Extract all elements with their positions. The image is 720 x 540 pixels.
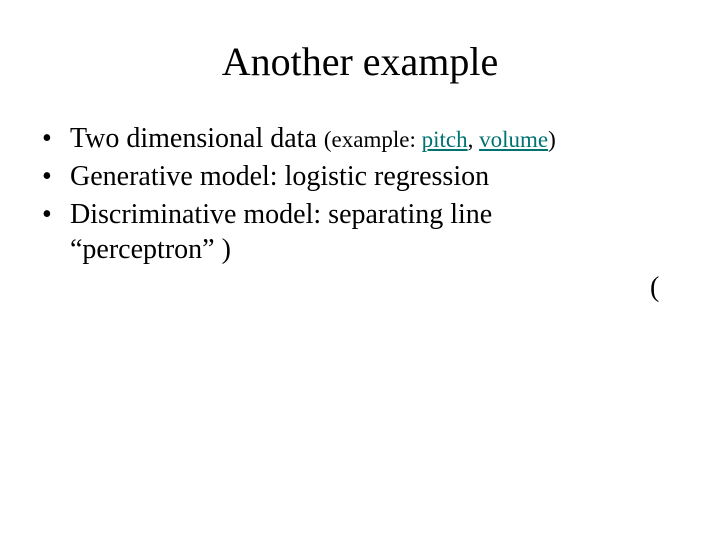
text-run: ) [548, 127, 556, 152]
volume-link[interactable]: volume [479, 127, 548, 152]
slide: Another example Two dimensional data (ex… [0, 38, 720, 540]
text-run: Generative model: logistic regression [70, 161, 489, 192]
text-run: Discriminative model: separating line [70, 199, 492, 230]
text-run: Two dimensional data [70, 123, 324, 154]
text-run: , [468, 127, 480, 152]
pitch-link[interactable]: pitch [422, 127, 468, 152]
slide-title: Another example [0, 38, 720, 85]
text-run: (example: [324, 127, 422, 152]
bullet-list: Two dimensional data (example: pitch, vo… [36, 121, 700, 268]
bullet-item: Generative model: logistic regression [36, 159, 700, 195]
stray-paren: ( [650, 272, 659, 304]
bullet-item: Two dimensional data (example: pitch, vo… [36, 121, 700, 157]
slide-body: Two dimensional data (example: pitch, vo… [36, 121, 700, 268]
text-run: “perceptron” ) [70, 234, 231, 265]
bullet-item: Discriminative model: separating line “p… [36, 197, 700, 269]
